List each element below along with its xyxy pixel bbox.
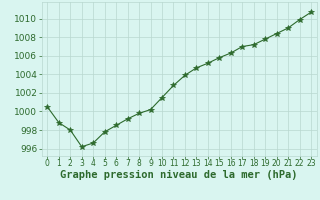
X-axis label: Graphe pression niveau de la mer (hPa): Graphe pression niveau de la mer (hPa) bbox=[60, 170, 298, 180]
